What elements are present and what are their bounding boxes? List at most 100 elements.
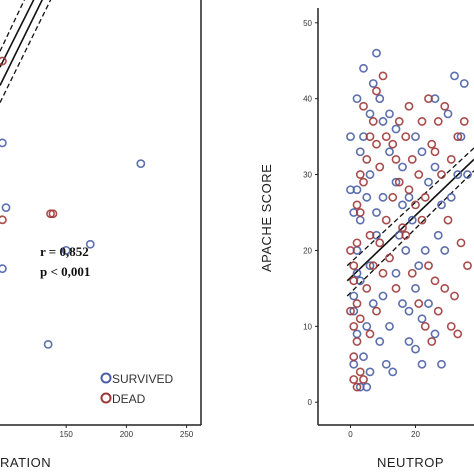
legend-survived-label: SURVIVED <box>112 372 173 386</box>
point-dead <box>424 94 433 104</box>
point-dead <box>349 261 359 271</box>
point-dead <box>365 132 375 142</box>
legend-dead-marker <box>100 392 112 404</box>
point-survived <box>453 170 463 179</box>
left-x-tick-label: 150 <box>60 430 74 439</box>
point-dead <box>414 170 424 179</box>
point-dead <box>46 209 55 219</box>
point-survived <box>437 359 446 369</box>
point-dead <box>362 154 372 164</box>
point-dead <box>417 117 427 126</box>
point-survived <box>391 177 401 187</box>
point-survived <box>385 147 394 157</box>
point-dead <box>437 170 446 179</box>
point-survived <box>459 79 469 88</box>
point-dead <box>427 139 437 149</box>
point-survived <box>424 177 433 187</box>
point-survived <box>385 109 394 119</box>
point-dead <box>417 215 427 225</box>
point-survived <box>388 367 398 377</box>
point-survived <box>375 337 385 346</box>
point-dead <box>378 71 388 81</box>
point-dead <box>394 117 404 126</box>
point-dead <box>349 352 359 362</box>
point-survived <box>368 299 378 308</box>
point-dead <box>362 283 372 293</box>
left-panel: 150 200 250 r = 0,852 p < 0,001 SURVIVED D… <box>0 0 202 470</box>
point-survived <box>349 291 359 301</box>
point-survived <box>420 246 430 255</box>
point-dead <box>463 261 472 271</box>
point-survived <box>349 306 359 316</box>
point-survived <box>391 268 401 278</box>
point-survived <box>414 261 424 271</box>
point-survived <box>404 337 414 346</box>
point-dead <box>352 200 362 210</box>
right-panel: 0 20 0 10 20 30 40 50 APACHE SCORE NEUTROP <box>259 8 474 470</box>
point-dead <box>453 132 463 142</box>
point-survived <box>136 159 146 169</box>
point-dead <box>430 147 440 157</box>
point-dead <box>355 314 365 324</box>
point-survived <box>430 162 440 172</box>
point-survived <box>391 124 401 134</box>
point-dead <box>352 238 362 248</box>
point-dead <box>430 276 440 286</box>
point-survived <box>378 192 388 202</box>
point-dead <box>446 321 456 331</box>
point-survived <box>456 132 466 142</box>
left-x-tick-label: 250 <box>180 430 194 439</box>
point-survived <box>446 192 456 202</box>
point-dead <box>450 291 459 301</box>
point-dead <box>372 86 381 96</box>
point-survived <box>43 339 53 349</box>
point-survived <box>450 71 459 81</box>
point-survived <box>378 117 388 126</box>
point-dead <box>365 230 375 240</box>
p-value: p < 0,001 <box>40 264 90 279</box>
point-survived <box>365 367 375 377</box>
point-dead <box>414 299 424 308</box>
point-survived <box>417 147 427 157</box>
left-points <box>0 56 146 349</box>
point-dead <box>440 283 450 293</box>
point-dead <box>355 170 365 179</box>
point-dead <box>385 253 394 263</box>
point-dead <box>391 154 401 164</box>
point-dead <box>372 306 381 316</box>
regression-line <box>346 158 474 282</box>
right-x-tick-label: 0 <box>348 430 353 439</box>
point-dead <box>407 268 417 278</box>
right-y-tick-label: 0 <box>308 398 313 407</box>
point-survived <box>404 306 414 316</box>
point-dead <box>372 139 381 149</box>
legend-survived-marker <box>100 372 112 384</box>
point-survived <box>385 321 394 331</box>
point-dead <box>401 230 411 240</box>
point-dead <box>420 192 430 202</box>
point-survived <box>372 48 381 58</box>
point-dead <box>0 215 7 225</box>
right-points <box>346 48 472 392</box>
point-dead <box>359 101 368 111</box>
right-y-tick-label: 10 <box>303 322 312 331</box>
point-survived <box>398 299 407 308</box>
point-dead <box>388 139 398 149</box>
point-survived <box>375 94 385 104</box>
right-y-axis-title: APACHE SCORE <box>259 164 274 272</box>
point-dead <box>0 56 7 66</box>
point-survived <box>443 109 453 119</box>
point-survived <box>0 264 7 274</box>
point-survived <box>355 215 365 225</box>
point-dead <box>355 208 365 217</box>
left-fit-lines <box>0 0 52 103</box>
point-survived <box>381 359 391 369</box>
point-survived <box>365 261 375 271</box>
point-survived <box>0 138 7 148</box>
point-dead <box>391 283 401 293</box>
point-dead <box>453 329 463 339</box>
point-survived <box>352 94 362 104</box>
point-dead <box>375 238 385 248</box>
point-dead <box>378 268 388 278</box>
